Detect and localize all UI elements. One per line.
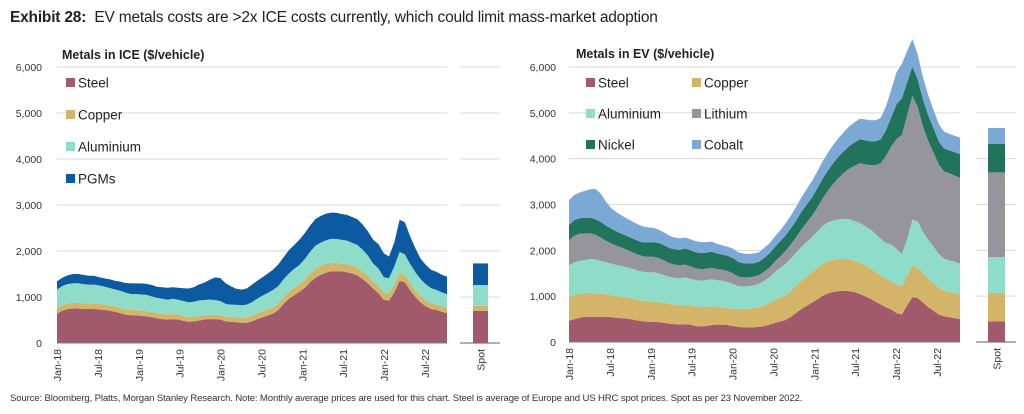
legend-label: Aluminium xyxy=(598,107,661,122)
x-tick-label: Jul-22 xyxy=(420,349,432,378)
legend-item-copper: Copper xyxy=(692,76,749,91)
x-tick-label: Jan-19 xyxy=(134,349,146,381)
legend-item-lithium: Lithium xyxy=(692,107,748,122)
y-tick-label: 4,000 xyxy=(530,154,556,166)
legend-label: Cobalt xyxy=(704,138,743,153)
legend-item-cobalt: Cobalt xyxy=(692,138,743,153)
y-tick-label: 2,000 xyxy=(530,245,556,257)
spot-bar-steel xyxy=(473,310,488,343)
exhibit-title: Exhibit 28: EV metals costs are >2x ICE … xyxy=(10,9,658,27)
x-tick-label: Jul-19 xyxy=(687,348,699,377)
x-tick-label: Jul-18 xyxy=(605,348,617,377)
spot-bar-steel xyxy=(988,321,1005,342)
y-tick-label: 5,000 xyxy=(530,108,556,120)
legend-swatch xyxy=(586,109,595,118)
spot-bar-pgms xyxy=(473,263,488,286)
legend-label: Nickel xyxy=(598,138,635,153)
ev-metals-chart: Metals in EV ($/vehicle) 0 1,000 2,000 3,000… xyxy=(530,39,1016,380)
legend-label: Copper xyxy=(78,108,123,123)
y-tick-label: 6,000 xyxy=(530,62,556,74)
spot-bar-nickel xyxy=(988,144,1005,173)
legend-item-aluminium: Aluminium xyxy=(66,140,141,155)
legend-label: Copper xyxy=(704,76,749,91)
x-tick-label: Jul-21 xyxy=(338,349,350,378)
area-lithium xyxy=(569,95,960,287)
x-tick-label: Jan-18 xyxy=(564,348,576,380)
x-tick-label: Jul-18 xyxy=(93,349,105,378)
spot-bar-cobalt xyxy=(988,127,1005,144)
x-tick-label: Jul-21 xyxy=(850,348,862,377)
legend-item-aluminium: Aluminium xyxy=(586,107,661,122)
x-tick-label: Jul-20 xyxy=(256,349,268,378)
legend-label: PGMs xyxy=(78,172,116,187)
y-tick-label: 6,000 xyxy=(16,62,42,74)
x-tick-label: Jan-22 xyxy=(379,349,391,381)
legend-item-steel: Steel xyxy=(66,76,109,91)
exhibit-label: Exhibit 28: xyxy=(10,9,87,26)
legend-label: Lithium xyxy=(704,107,748,122)
spot-bar-copper xyxy=(473,305,488,311)
x-tick-label: Jan-21 xyxy=(297,349,309,381)
spot-bar-lithium xyxy=(988,172,1005,258)
legend-swatch xyxy=(586,140,595,149)
area-pgms xyxy=(57,212,447,306)
spot-bar-copper xyxy=(988,292,1005,322)
legend-swatch xyxy=(66,174,75,183)
x-tick-label: Jan-22 xyxy=(891,348,903,380)
legend-swatch xyxy=(692,140,701,149)
legend-item-nickel: Nickel xyxy=(586,138,635,153)
area-copper xyxy=(569,259,960,328)
legend-label: Steel xyxy=(78,76,109,91)
legend-swatch xyxy=(66,142,75,151)
ice-metals-chart: Metals in ICE ($/vehicle) 0 1,000 2,000 3,00… xyxy=(16,48,500,381)
y-tick-label: 1,000 xyxy=(16,292,42,304)
x-tick-label: Jan-19 xyxy=(646,348,658,380)
area-aluminium xyxy=(57,238,447,318)
legend-swatch xyxy=(692,109,701,118)
exhibit-title-text: EV metals costs are >2x ICE costs curren… xyxy=(94,9,658,26)
chart-title: Metals in EV ($/vehicle) xyxy=(576,47,714,61)
y-tick-label: 3,000 xyxy=(530,200,556,212)
spot-bar-aluminium xyxy=(988,257,1005,293)
x-tick-label: Jul-19 xyxy=(175,349,187,378)
spot-bar-aluminium xyxy=(473,285,488,306)
x-tick-label: Jan-20 xyxy=(728,348,740,380)
legend-item-pgms: PGMs xyxy=(66,172,116,187)
legend-label: Aluminium xyxy=(78,140,141,155)
area-aluminium xyxy=(569,218,960,309)
y-tick-label: 0 xyxy=(550,337,556,349)
legend-swatch xyxy=(586,78,595,87)
spot-label: Spot xyxy=(476,349,488,371)
legend-item-steel: Steel xyxy=(586,76,629,91)
source-note: Source: Bloomberg, Platts, Morgan Stanle… xyxy=(10,393,803,404)
x-tick-label: Jan-20 xyxy=(216,349,228,381)
spot-label: Spot xyxy=(992,348,1004,370)
area-steel xyxy=(57,271,447,343)
y-tick-label: 2,000 xyxy=(16,246,42,258)
legend-swatch xyxy=(692,78,701,87)
x-tick-label: Jul-20 xyxy=(768,348,780,377)
y-tick-label: 0 xyxy=(36,338,42,350)
chart-title: Metals in ICE ($/vehicle) xyxy=(62,48,204,62)
y-tick-label: 3,000 xyxy=(16,200,42,212)
legend-label: Steel xyxy=(598,76,629,91)
y-tick-label: 4,000 xyxy=(16,154,42,166)
legend-swatch xyxy=(66,110,75,119)
x-tick-label: Jan-18 xyxy=(52,349,64,381)
x-tick-label: Jul-22 xyxy=(932,348,944,377)
y-tick-label: 5,000 xyxy=(16,108,42,120)
legend-item-copper: Copper xyxy=(66,108,123,123)
y-tick-label: 1,000 xyxy=(530,291,556,303)
x-tick-label: Jan-21 xyxy=(809,348,821,380)
area-steel xyxy=(569,290,960,342)
legend-swatch xyxy=(66,78,75,87)
